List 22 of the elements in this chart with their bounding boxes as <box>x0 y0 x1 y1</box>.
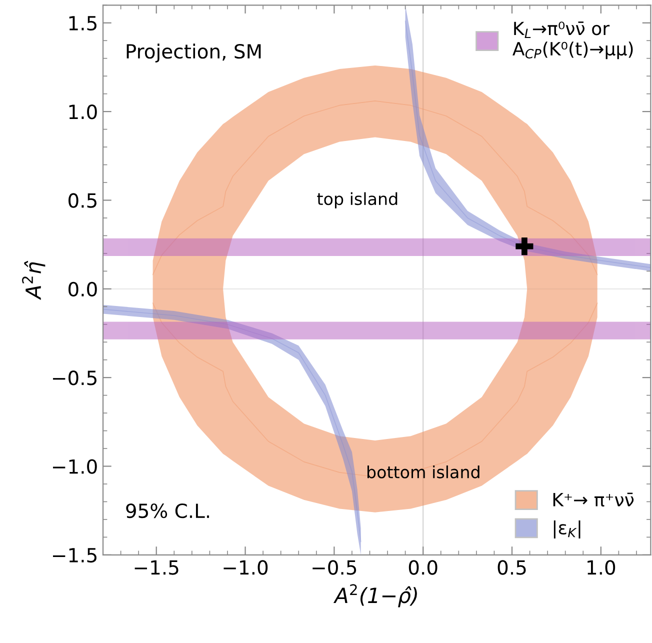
x-axis-title: A$^{2}$(1−ρ̂) <box>333 584 417 608</box>
y-tick-label: 1.0 <box>69 104 97 120</box>
y-tick-label: −0.5 <box>53 370 96 386</box>
legend-label: K⁺→ π⁺νν̄ <box>553 492 634 507</box>
x-tick-label: 1.0 <box>588 560 616 575</box>
annotation: bottom island <box>367 465 480 478</box>
y-tick-label: −1.0 <box>53 459 97 474</box>
x-tick-label: 0.5 <box>498 560 526 575</box>
x-tick-label: 0.0 <box>408 560 438 575</box>
y-tick-label: 0.0 <box>68 282 97 297</box>
y-tick-label: −1.5 <box>53 548 96 563</box>
y-tick-label: 1.5 <box>69 16 96 31</box>
x-tick-label: −0.5 <box>312 560 356 575</box>
annotation: 95% C.L. <box>126 503 209 518</box>
x-tick-label: −1.5 <box>134 560 178 575</box>
legend-label: |ε$_{K}$| <box>554 520 580 538</box>
legend-label: K$_{L}$→π⁰νν̄ or A$_{CP}$(K⁰(t)→μμ) <box>512 22 633 60</box>
annotation: top island <box>317 192 398 208</box>
annotation: Projection, SM <box>126 44 261 62</box>
y-tick-label: 0.5 <box>68 193 96 208</box>
y-axis-title: A$^{2}$η̂ <box>22 260 46 300</box>
x-tick-label: −1.0 <box>224 560 268 575</box>
